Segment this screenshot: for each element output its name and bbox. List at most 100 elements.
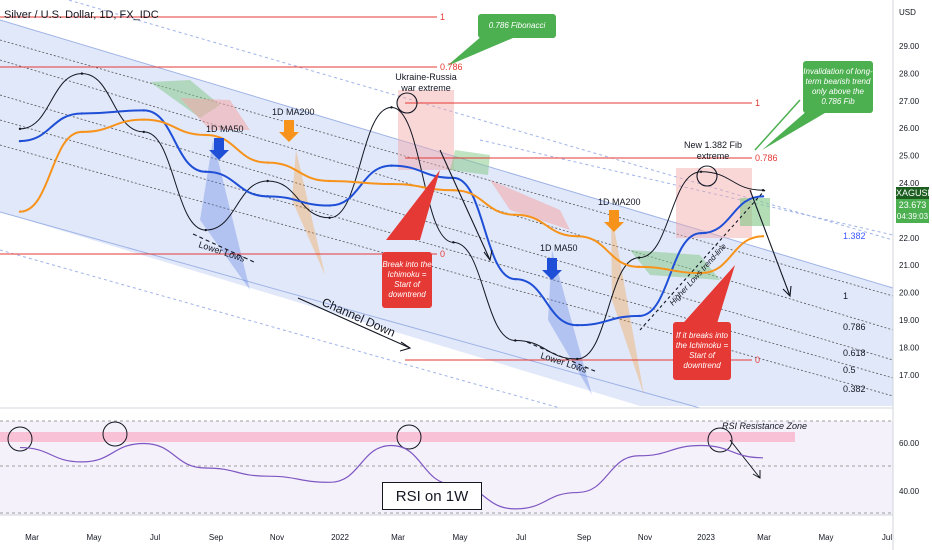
rsi-peak-circle-4 <box>707 427 733 453</box>
series-point-0-4 <box>266 179 269 183</box>
price-tick: 21.00 <box>899 261 920 270</box>
series-point-2-10 <box>637 265 641 269</box>
series-point-1-8 <box>514 277 517 281</box>
series-point-0-0 <box>18 127 22 131</box>
annot-ma200-a: 1D MA200 <box>272 107 315 117</box>
rsi-peak-circle-3 <box>396 424 422 450</box>
lower-low-triangle-a <box>200 140 250 290</box>
fib-upper-0-b: 0 <box>755 355 760 365</box>
chart-title: Silver / U.S. Dollar, 1D, FX_IDC <box>4 9 159 21</box>
series-point-1-11 <box>699 231 703 235</box>
downtrend-arrow-a <box>439 149 491 261</box>
break-a-pointer <box>386 170 440 240</box>
time-tick: Jul <box>882 533 892 542</box>
last-price: 23.673 <box>898 200 927 210</box>
callout-fib0786: 0.786 Fibonacci <box>478 14 556 38</box>
invalidation-tail <box>762 110 830 150</box>
price-tick: 24.00 <box>899 179 920 188</box>
time-tick: Mar <box>25 533 39 542</box>
fib-channel-lines <box>0 39 893 397</box>
fib0786-pointer <box>447 35 520 66</box>
rsi-tick: 60.00 <box>899 439 920 448</box>
price-tick: 27.00 <box>899 97 920 106</box>
fib-upper-0786-b: 0.786 <box>755 153 778 163</box>
series-point-2-0 <box>18 210 22 213</box>
downtrend-arrow-b <box>749 189 791 297</box>
time-tick: Jul <box>516 533 526 542</box>
rsi-label: RSI on 1W <box>395 487 469 505</box>
rsi-line <box>19 442 764 510</box>
ma200-triangle-b <box>611 210 644 395</box>
countdown-tag: 04:39:03 <box>896 211 929 223</box>
downtrend-arrowhead-b <box>782 285 792 298</box>
series-point-1-3 <box>204 170 207 173</box>
annot-ma50-a: 1D MA50 <box>206 124 244 134</box>
time-tick: May <box>86 533 101 542</box>
series-point-0-3 <box>204 228 207 232</box>
series-point-1-4 <box>266 195 269 198</box>
fib-ext-zone <box>676 168 752 238</box>
series-point-1-0 <box>18 139 22 143</box>
fib-upper-0786: 0.786 <box>440 62 463 72</box>
annot-fib-ext: extreme <box>697 151 730 161</box>
channel-lower-line <box>0 211 701 408</box>
fib-upper-0-a: 0 <box>440 249 445 259</box>
fib-upper-1: 1 <box>440 12 445 22</box>
fib-label-0382: 0.382 <box>843 384 866 394</box>
price-tick: 20.00 <box>899 289 920 298</box>
ma200-triangle-a <box>292 150 325 275</box>
fib-label-1: 1 <box>843 291 848 301</box>
fib-label-0786: 0.786 <box>843 322 866 332</box>
series-line-1 <box>19 109 764 327</box>
series-point-0-9 <box>576 357 579 361</box>
time-tick: Sep <box>577 533 592 542</box>
series-point-2-12 <box>761 235 765 238</box>
series-point-0-6 <box>390 106 393 109</box>
rsi-circles <box>7 421 733 453</box>
time-tick: May <box>452 533 467 542</box>
series-point-0-5 <box>328 216 331 220</box>
fib-label-1382: 1.382 <box>843 231 866 241</box>
series-point-0-2 <box>142 130 146 134</box>
ma200-marker-b <box>604 210 624 232</box>
time-tick: Mar <box>391 533 405 542</box>
time-tick: 2023 <box>697 533 715 542</box>
series-point-2-2 <box>142 118 146 121</box>
higher-lows-trendline <box>639 189 766 331</box>
series-point-2-3 <box>204 133 207 137</box>
price-tick: 26.00 <box>899 124 920 133</box>
price-tag: 23.673 <box>896 199 929 211</box>
series-point-0-8 <box>514 339 517 342</box>
price-tick: 17.00 <box>899 371 920 380</box>
fib-channel-1 <box>0 39 893 297</box>
series-point-0-11 <box>699 170 703 173</box>
rsi-peak-circle-2 <box>102 421 128 447</box>
time-tick: Mar <box>757 533 771 542</box>
series-point-0-7 <box>452 241 455 244</box>
ma50-marker-b <box>542 258 562 280</box>
channel-down-arrowhead <box>399 341 412 352</box>
price-tick: 28.00 <box>899 69 920 78</box>
fib-label-0618: 0.618 <box>843 348 866 358</box>
price-tick: 19.00 <box>899 316 920 325</box>
bar-countdown: 04:39:03 <box>896 212 929 221</box>
series-point-2-1 <box>80 130 84 134</box>
time-tick: Sep <box>209 533 224 542</box>
fib-ext-circle <box>696 165 718 187</box>
fib-label-05: 0.5 <box>843 365 856 375</box>
ichimoku-green-b <box>450 150 490 175</box>
series-point-1-5 <box>328 204 331 207</box>
price-tick: 29.00 <box>899 42 920 51</box>
symbol-tag: XAGUSD <box>896 187 932 199</box>
channel-down-arrow <box>297 297 411 349</box>
series-point-2-9 <box>576 235 579 238</box>
time-tick: Nov <box>638 533 652 542</box>
break-b-pointer <box>677 265 735 330</box>
channel-outer-lower <box>0 249 561 408</box>
ichimoku-red-a <box>180 98 250 130</box>
callout-break-a: Break into the Ichimoku = Start of downt… <box>382 252 432 308</box>
series-point-2-4 <box>266 161 269 164</box>
fib-channel-05 <box>0 119 893 379</box>
annot-rsi-resistance: RSI Resistance Zone <box>722 421 807 431</box>
